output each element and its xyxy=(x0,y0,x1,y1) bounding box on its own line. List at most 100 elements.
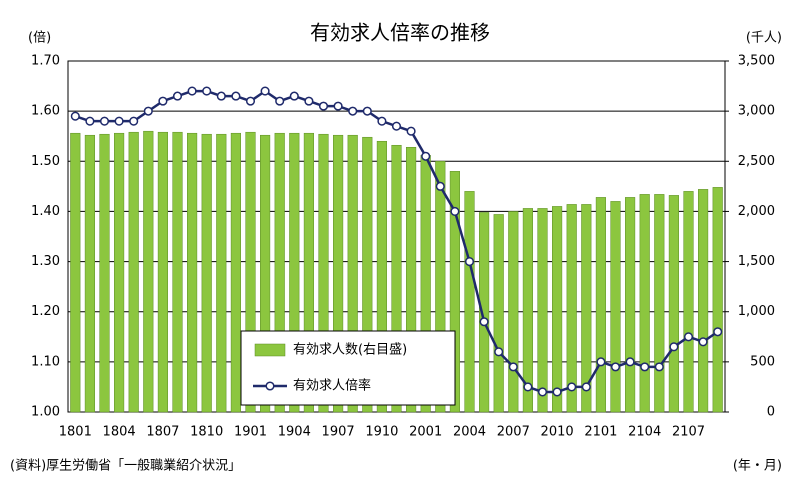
line-marker xyxy=(70,111,80,121)
line-marker xyxy=(391,121,402,131)
y2-tick-label: 3,000 xyxy=(738,104,775,119)
line-marker xyxy=(129,116,139,126)
line-marker xyxy=(683,332,694,342)
line-marker xyxy=(669,342,679,352)
y-tick-label: 1.40 xyxy=(31,204,60,219)
line-marker xyxy=(479,317,489,327)
x-tick-label: 1907 xyxy=(322,425,355,440)
line-marker xyxy=(362,106,372,116)
x-tick-label: 1910 xyxy=(365,425,398,440)
y2-tick-label: 1,500 xyxy=(738,254,775,269)
bar xyxy=(595,197,606,413)
line-marker xyxy=(304,96,314,106)
bar xyxy=(260,134,271,413)
x-tick-label: 2107 xyxy=(672,425,705,440)
bar xyxy=(493,214,504,413)
line-marker xyxy=(85,116,95,126)
x-tick-label: 1904 xyxy=(278,425,311,440)
bar xyxy=(289,132,300,413)
bar xyxy=(668,195,679,413)
bar xyxy=(683,191,694,413)
bar xyxy=(522,208,533,413)
y2-tick-label: 2,000 xyxy=(738,204,775,219)
y-tick-label: 1.60 xyxy=(31,104,60,119)
line-marker xyxy=(406,126,416,136)
line-marker xyxy=(99,116,110,126)
bar xyxy=(303,132,314,413)
y-tick-label: 1.10 xyxy=(31,354,60,369)
bar xyxy=(508,211,519,413)
x-tick-label: 2104 xyxy=(628,425,661,440)
bar xyxy=(435,161,446,413)
bar xyxy=(391,144,402,413)
line-marker xyxy=(596,357,606,367)
y2-axis-label: (千人) xyxy=(746,31,782,46)
y2-tick-label: 3,500 xyxy=(738,54,775,69)
line-marker xyxy=(567,382,577,392)
line-marker xyxy=(348,106,358,116)
line-marker xyxy=(713,327,723,337)
x-tick-label: 2007 xyxy=(497,425,530,440)
line-marker xyxy=(187,86,197,96)
y-tick-label: 1.30 xyxy=(31,254,60,269)
x-axis-label: (年・月) xyxy=(733,459,782,474)
y2-tick-label: 0 xyxy=(767,405,775,420)
bar xyxy=(274,132,285,413)
line-marker xyxy=(245,96,256,106)
line-marker xyxy=(523,382,533,392)
bar xyxy=(157,131,168,413)
line-marker xyxy=(318,101,329,111)
bar xyxy=(99,133,110,413)
line-marker xyxy=(172,91,183,101)
line-marker xyxy=(552,387,562,397)
bar xyxy=(712,187,723,413)
chart-title: 有効求人倍率の推移 xyxy=(310,21,490,45)
y2-tick-label: 500 xyxy=(750,354,775,369)
bar xyxy=(347,134,358,413)
line-marker xyxy=(640,362,650,372)
bar xyxy=(625,197,636,413)
bar xyxy=(172,131,183,413)
bar xyxy=(639,194,650,413)
source: (資料)厚生労働省「一般職業紹介状況」 xyxy=(10,458,241,474)
line-marker xyxy=(537,387,548,397)
line-marker xyxy=(158,96,168,106)
bar xyxy=(552,206,563,413)
line-marker xyxy=(143,106,153,116)
legend-box xyxy=(240,330,456,406)
x-tick-label: 2010 xyxy=(541,425,574,440)
legend-marker xyxy=(265,381,275,391)
y-tick-label: 1.70 xyxy=(31,54,60,69)
x-tick-label: 1810 xyxy=(190,425,223,440)
bar xyxy=(70,132,81,413)
line-marker xyxy=(216,91,226,101)
bar xyxy=(318,133,329,413)
x-tick-label: 1807 xyxy=(146,425,179,440)
line-marker xyxy=(260,86,270,96)
legend-label: 有効求人倍率 xyxy=(293,378,371,394)
line-marker xyxy=(435,181,445,191)
y-tick-label: 1.50 xyxy=(31,154,60,169)
line-marker xyxy=(231,91,241,101)
x-tick-label: 1801 xyxy=(59,425,92,440)
bar xyxy=(128,131,139,413)
x-tick-label: 1901 xyxy=(234,425,267,440)
bar xyxy=(449,171,460,413)
bar xyxy=(581,204,592,413)
bar xyxy=(464,191,475,413)
line-marker xyxy=(494,347,504,357)
line-marker xyxy=(333,101,343,111)
line-marker xyxy=(289,91,299,101)
bar xyxy=(216,133,227,413)
bar xyxy=(187,132,198,413)
bar xyxy=(610,201,621,413)
legend-swatch xyxy=(254,343,286,357)
y-tick-label: 1.20 xyxy=(31,304,60,319)
legend-label: 有効求人数(右目盛) xyxy=(293,343,407,358)
line-marker xyxy=(450,206,460,216)
bar xyxy=(245,131,256,413)
x-tick-label: 2004 xyxy=(453,425,486,440)
y-axis-label: (倍) xyxy=(28,31,51,46)
bar xyxy=(479,212,490,413)
bar xyxy=(201,133,212,413)
